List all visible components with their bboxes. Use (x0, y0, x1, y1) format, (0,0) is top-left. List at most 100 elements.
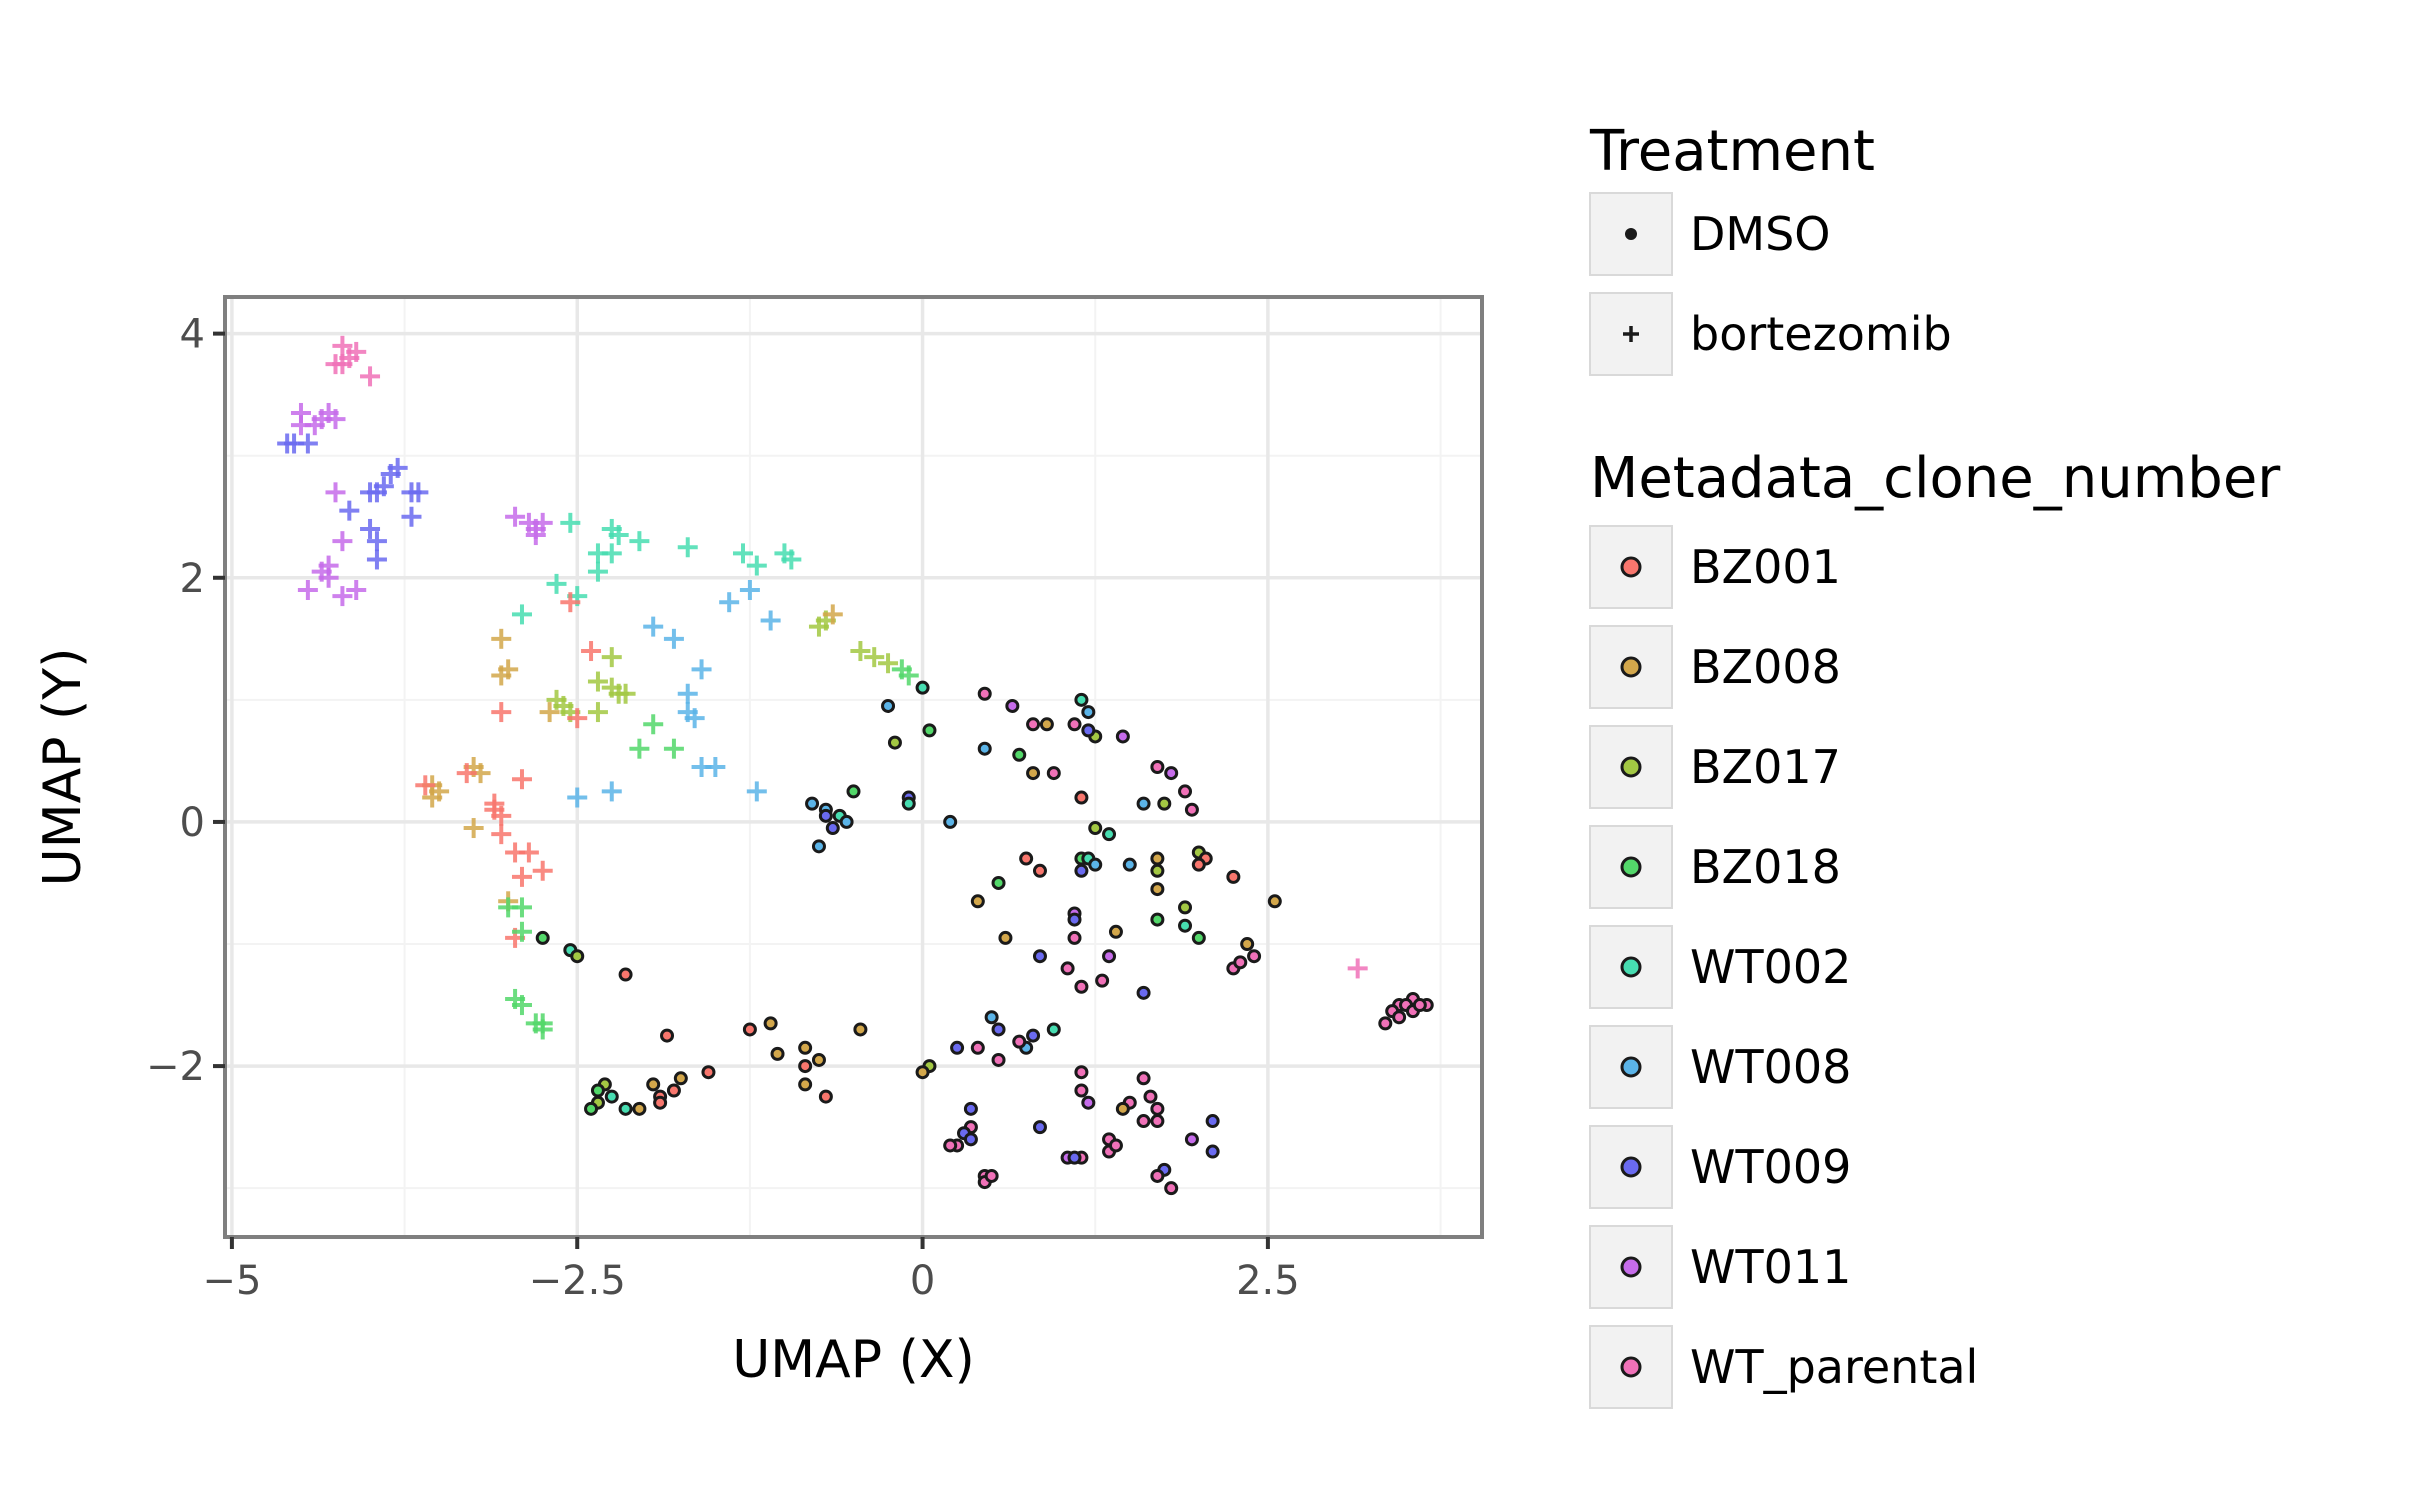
bortezomib-point-wt011 (532, 512, 553, 533)
bortezomib-point-bz001 (491, 702, 512, 723)
dmso-point-wt008 (1081, 705, 1096, 720)
dmso-point-wt-parental (1046, 766, 1061, 781)
dmso-point-wt009 (1205, 1114, 1220, 1129)
minor-grid (225, 297, 1482, 1237)
dmso-point-wt-parental (1074, 1065, 1089, 1080)
dmso-point-bz008 (1240, 937, 1255, 952)
bortezomib-point-bz017 (864, 647, 885, 668)
legend-color-marker (1620, 556, 1642, 578)
dmso-point-wt009 (1074, 863, 1089, 878)
dmso-point-wt009 (1032, 949, 1047, 964)
dmso-point-bz017 (887, 735, 902, 750)
dmso-point-bz001 (618, 967, 633, 982)
legend-color-marker (1620, 656, 1642, 678)
panel-border (223, 295, 1484, 1239)
legend-entry-wt-parental: WT_parental (1589, 1325, 1978, 1409)
bortezomib-point-bz018 (643, 714, 664, 735)
bortezomib-point-wt002 (732, 543, 753, 564)
dmso-point-bz018 (1012, 747, 1027, 762)
bortezomib-point-bz017 (850, 641, 871, 662)
dmso-point-bz008 (998, 930, 1013, 945)
bortezomib-point-wt009 (408, 482, 429, 503)
dmso-point-wt-parental (1184, 802, 1199, 817)
legend-label: WT011 (1690, 1240, 1851, 1294)
dmso-point-wt009 (825, 821, 840, 836)
legend-treatment-entries: DMSO bortezomib (1589, 192, 1952, 376)
bortezomib-point-wt-parental (325, 354, 346, 375)
dmso-point-bz001 (798, 1059, 813, 1074)
dmso-point-wt-parental (977, 686, 992, 701)
legend-color-marker (1620, 1056, 1642, 1078)
legend-dot-marker (1625, 228, 1637, 240)
x-axis-title: UMAP (X) (732, 1330, 975, 1390)
dmso-point-wt-parental (1074, 979, 1089, 994)
dmso-point-wt-parental (984, 1168, 999, 1183)
bortezomib-point-bz008 (491, 665, 512, 686)
dmso-point-wt008 (839, 814, 854, 829)
bortezomib-point-wt009 (360, 518, 381, 539)
x-axis: −5 −2.5 0 2.5 (202, 1237, 1300, 1304)
dmso-point-bz008 (1150, 882, 1165, 897)
dmso-point-wt009 (963, 1101, 978, 1116)
dmso-point-bz008 (1108, 924, 1123, 939)
bortezomib-point-wt009 (366, 531, 387, 552)
dmso-point-bz008 (1026, 766, 1041, 781)
dmso-point-wt008 (1088, 857, 1103, 872)
y-axis: −2 0 2 4 (146, 312, 225, 1090)
dmso-point-wt009 (1205, 1144, 1220, 1159)
legend-entry-dmso: DMSO (1589, 192, 1831, 276)
dmso-point-bz008 (763, 1016, 778, 1031)
legend-entry-wt002: WT002 (1589, 925, 1851, 1009)
bortezomib-point-wt002 (781, 549, 802, 570)
bortezomib-point-bz018 (511, 921, 532, 942)
legend-color-marker (1620, 956, 1642, 978)
dmso-point-bz001 (1032, 863, 1047, 878)
bortezomib-point-bz001 (511, 769, 532, 790)
dmso-point-bz008 (853, 1022, 868, 1037)
bortezomib-point-bz001 (511, 866, 532, 887)
bortezomib-point-bz001 (456, 763, 477, 784)
legend-label: WT008 (1690, 1040, 1851, 1094)
bortezomib-point-wt002 (601, 543, 622, 564)
legend-label: BZ018 (1690, 840, 1841, 894)
dmso-point-bz001 (701, 1065, 716, 1080)
legend-label: bortezomib (1690, 307, 1952, 361)
dmso-point-wt008 (811, 839, 826, 854)
dmso-point-wt008 (881, 698, 896, 713)
dmso-point-wt008 (977, 741, 992, 756)
dmso-point-wt009 (1026, 1028, 1041, 1043)
dmso-point-bz008 (811, 1052, 826, 1067)
y-tick-label: 2 (180, 556, 205, 602)
bortezomib-point-wt002 (746, 555, 767, 576)
dmso-point-bz018 (991, 875, 1006, 890)
bortezomib-point-wt002 (608, 525, 629, 546)
dmso-point-wt-parental (1108, 1138, 1123, 1153)
dmso-point-wt-parental (1412, 998, 1427, 1013)
legend-entry-bz017: BZ017 (1589, 725, 1841, 809)
legend-color-marker (1620, 1256, 1642, 1278)
dmso-point-wt009 (1067, 1150, 1082, 1165)
dmso-point-wt009 (1067, 912, 1082, 927)
dmso-point-wt008 (1136, 796, 1151, 811)
bortezomib-point-bz001 (491, 824, 512, 845)
bortezomib-point-wt011 (346, 579, 367, 600)
dmso-point-bz018 (846, 784, 861, 799)
bortezomib-point-wt009 (401, 506, 422, 527)
dmso-point-wt011 (1005, 698, 1020, 713)
dmso-point-wt011 (1115, 729, 1130, 744)
y-tick-label: 0 (180, 800, 205, 846)
bortezomib-point-wt002 (546, 573, 567, 594)
bortezomib-point-wt009 (366, 549, 387, 570)
bortezomib-point-bz017 (878, 653, 899, 674)
bortezomib-point-wt008 (677, 683, 698, 704)
dmso-point-bz018 (584, 1101, 599, 1116)
dmso-point-bz017 (570, 949, 585, 964)
dmso-point-bz008 (1150, 851, 1165, 866)
dmso-point-wt-parental (1247, 949, 1262, 964)
bortezomib-point-wt011 (304, 415, 325, 436)
legend-key (1589, 625, 1673, 709)
bortezomib-point-bz018 (663, 738, 684, 759)
bortezomib-point-wt008 (601, 781, 622, 802)
dmso-point-wt009 (963, 1132, 978, 1147)
